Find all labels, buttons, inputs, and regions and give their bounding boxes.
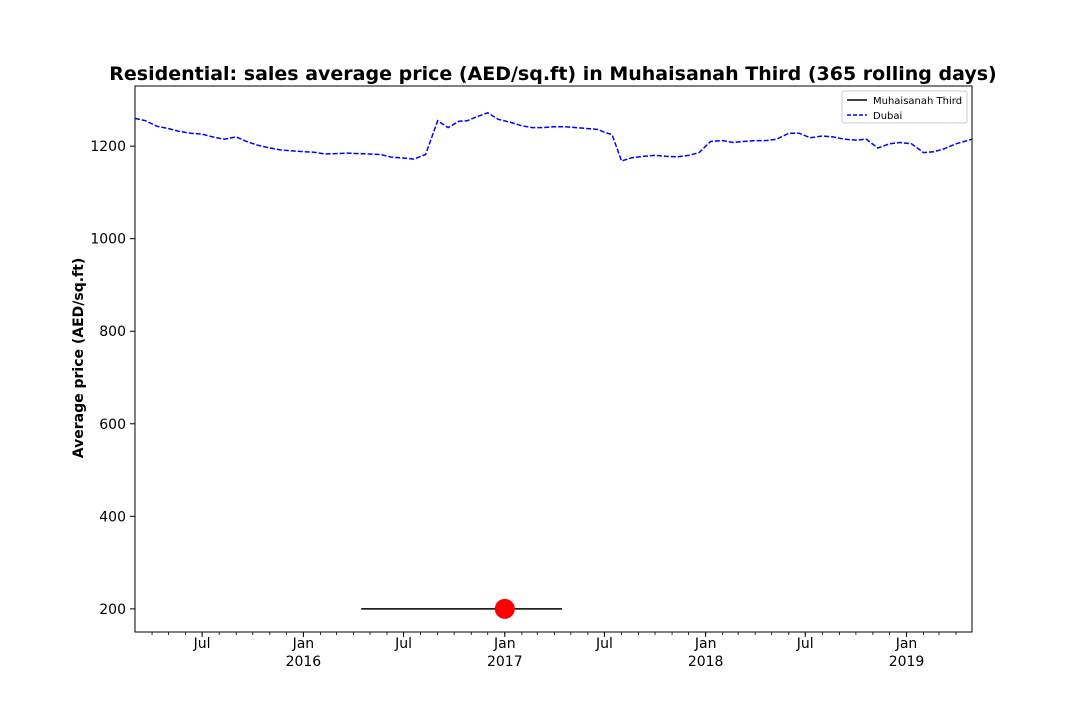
y-tick-label: 1200: [90, 139, 126, 155]
y-tick-label: 1000: [90, 232, 126, 248]
x-tick-year-label: 2018: [688, 654, 724, 670]
x-tick-label: Jul: [796, 636, 814, 652]
x-tick-label: Jan: [895, 636, 918, 652]
y-axis-label: Average price (AED/sq.ft): [71, 258, 87, 458]
x-tick-label: Jul: [193, 636, 211, 652]
y-tick-label: 600: [99, 417, 126, 433]
legend-box: [841, 90, 968, 124]
x-tick-label: Jan: [292, 636, 315, 652]
x-tick-year-label: 2019: [889, 654, 925, 670]
x-tick-year-label: 2017: [487, 654, 523, 670]
plot-area: [134, 85, 973, 633]
marker-point-0: [494, 598, 515, 619]
axes-frame: [134, 85, 973, 633]
legend-label-0: Muhaisanah Third: [873, 96, 962, 107]
chart-title: Residential: sales average price (AED/sq…: [109, 63, 996, 85]
series-line-1: [134, 111, 973, 162]
y-tick-label: 400: [99, 509, 126, 525]
y-axis: 200 400 600 800 1000 1200: [90, 139, 135, 618]
x-tick-label: Jul: [394, 636, 412, 652]
legend: Muhaisanah Third Dubai: [841, 90, 968, 124]
x-tick-label: Jan: [694, 636, 717, 652]
legend-label-1: Dubai: [873, 111, 902, 122]
x-tick-year-label: 2016: [286, 654, 322, 670]
x-tick-label: Jul: [595, 636, 613, 652]
y-tick-label: 200: [99, 602, 126, 618]
x-tick-label: Jan: [493, 636, 516, 652]
y-tick-label: 800: [99, 324, 126, 340]
x-axis: Jul Jan 2016 Jul Jan 2017 Jul Jan 2018 Jul Jan 2019: [151, 632, 957, 670]
